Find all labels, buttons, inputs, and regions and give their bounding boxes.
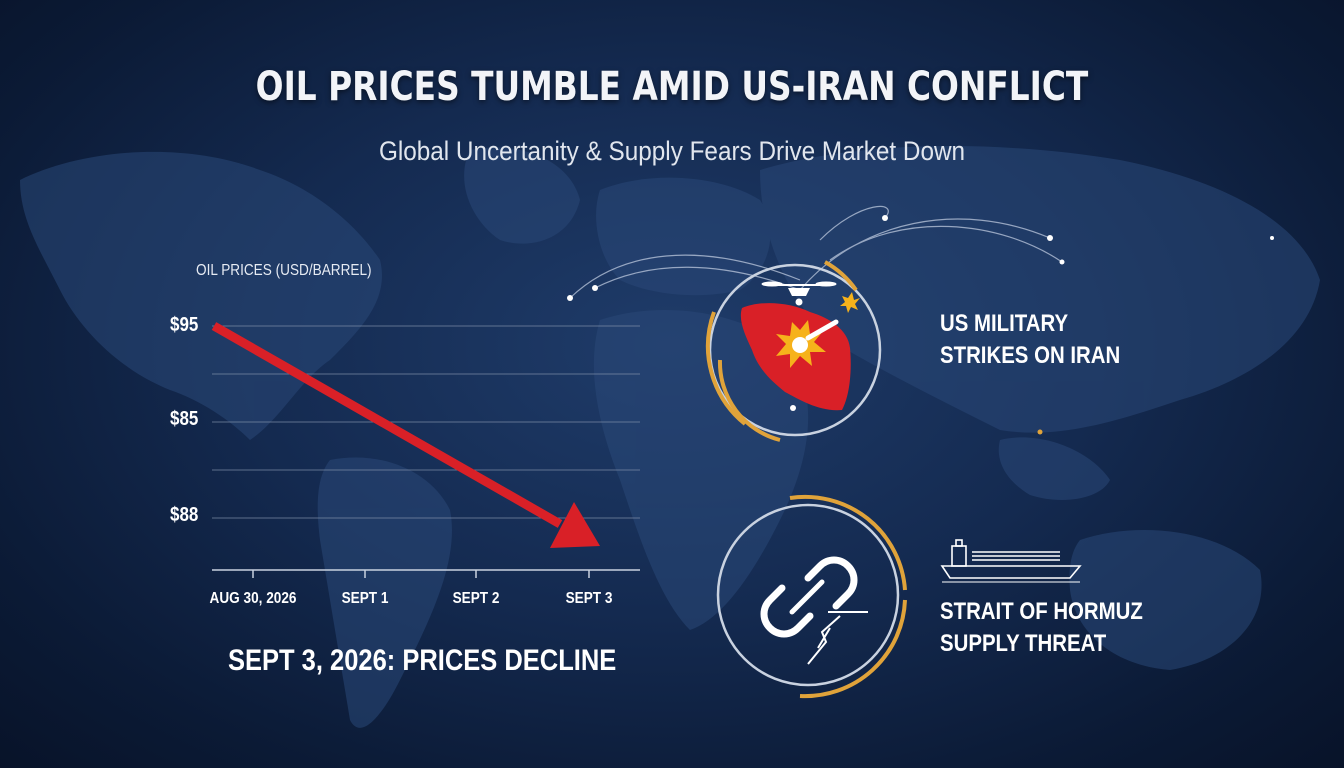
flight-dots	[567, 215, 1274, 411]
strikes-label-line1: US MILITARY	[940, 310, 1069, 337]
hormuz-label-line1: STRAIT OF HORMUZ	[940, 598, 1143, 625]
strikes-emblem	[705, 260, 882, 442]
broken-chain-icon	[760, 556, 858, 638]
y-tick-label: $88	[170, 504, 199, 526]
strikes-label-line2: STRIKES ON IRAN	[940, 342, 1121, 369]
footer-label: SEPT 3, 2026: PRICES DECLINE	[228, 644, 617, 677]
page-subtitle: Global Uncertanity & Supply Fears Drive …	[378, 136, 966, 166]
hormuz-label-line2: SUPPLY THREAT	[940, 630, 1107, 657]
x-tick-label: SEPT 3	[565, 590, 613, 607]
tanker-ship-icon	[940, 539, 1082, 583]
x-tick-label: SEPT 1	[341, 590, 389, 607]
y-tick-label: $85	[170, 408, 199, 430]
y-tick-label: $95	[170, 314, 199, 336]
x-tick-label: SEPT 2	[452, 590, 500, 607]
map-marker	[1037, 429, 1043, 435]
explosion-icon	[776, 319, 839, 368]
x-tick-label: AUG 30, 2026	[209, 590, 297, 607]
small-explosion-icon	[840, 292, 860, 313]
chart-title: OIL PRICES (USD/BARREL)	[196, 262, 372, 279]
drone-strike-icon	[761, 281, 837, 306]
hormuz-emblem	[716, 494, 907, 699]
flight-paths	[569, 205, 1063, 299]
crack-icon	[807, 611, 868, 665]
page-title: OIL PRICES TUMBLE AMID US-IRAN CONFLICT	[255, 64, 1089, 110]
